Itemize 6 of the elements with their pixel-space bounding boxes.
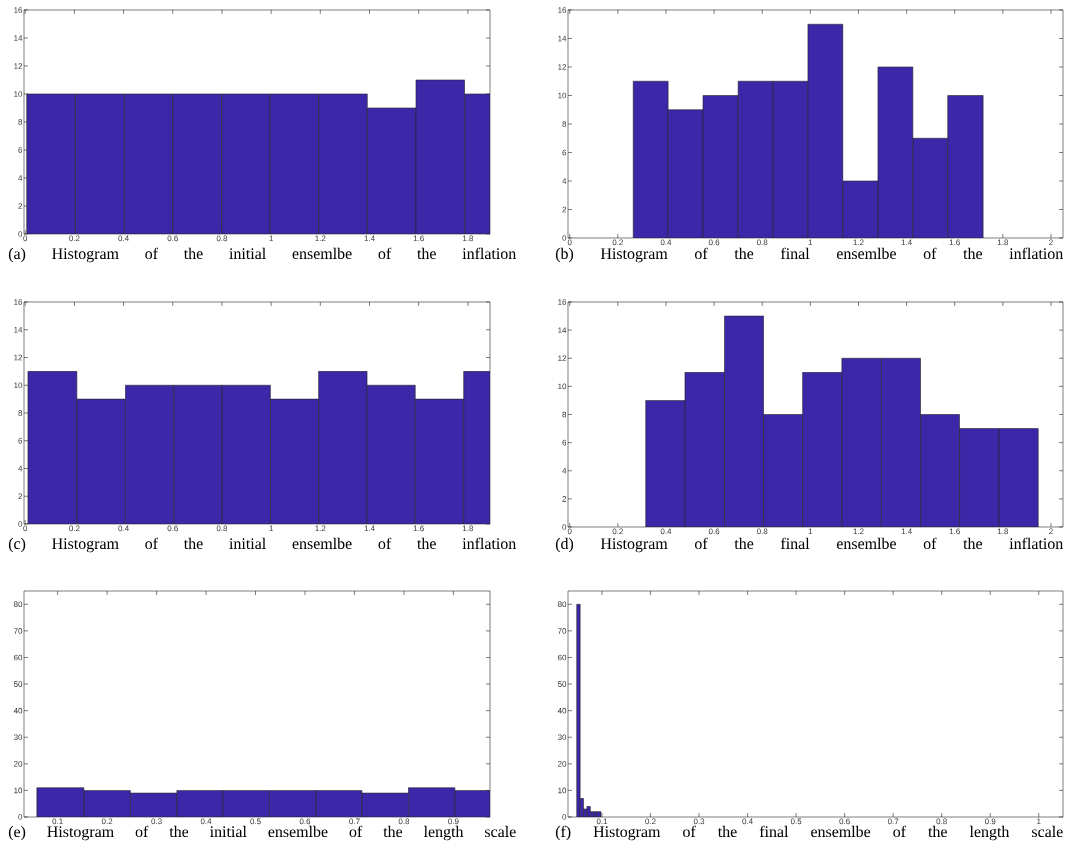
text: (c) Histogram of the initial ensemlbe of the inflation bbox=[8, 537, 517, 553]
text: (f) Histogram of the final ensemlbe of the length scale bbox=[555, 825, 1063, 841]
text: (e) Histogram of the initial ensemlbe of the length scale bbox=[8, 825, 516, 841]
text: (d) Histogram of the final ensemlbe of the inflation bbox=[555, 537, 1063, 553]
text: (b) Histogram of the final ensemlbe of the inflation bbox=[555, 247, 1063, 263]
text: (a) Histogram of the initial ensemlbe of the inflation bbox=[8, 247, 517, 263]
